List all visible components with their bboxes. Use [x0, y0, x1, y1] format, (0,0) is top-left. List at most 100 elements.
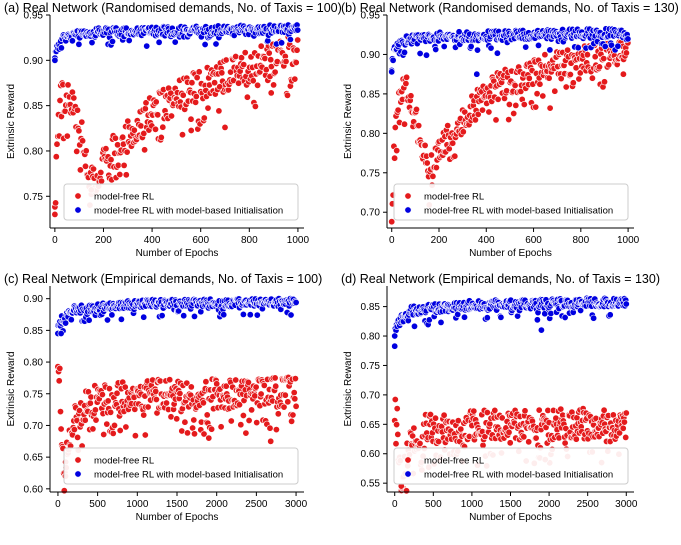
data-point: [205, 434, 213, 442]
data-point: [506, 439, 514, 447]
data-point: [426, 410, 434, 418]
data-point: [73, 147, 81, 155]
data-point: [180, 312, 188, 320]
data-point: [108, 311, 116, 319]
x-tick-label: 800: [241, 235, 258, 246]
data-point: [561, 313, 569, 321]
data-point: [152, 387, 160, 395]
data-point: [574, 44, 582, 52]
data-point: [431, 414, 439, 422]
data-point: [287, 311, 295, 319]
data-point: [575, 75, 583, 83]
y-tick-label: 0.95: [361, 11, 381, 22]
data-point: [181, 418, 189, 426]
legend-label: model-free RL: [94, 192, 154, 203]
data-point: [432, 164, 440, 172]
data-point: [53, 140, 61, 148]
panel-1: (a) Real Network (Randomised demands, No…: [4, 1, 342, 259]
data-point: [187, 127, 195, 135]
x-axis-label: Number of Epochs: [136, 512, 219, 523]
data-point: [265, 49, 273, 57]
x-tick-label: 1000: [126, 499, 149, 510]
data-point: [217, 423, 225, 431]
data-point: [260, 381, 268, 389]
data-point: [218, 69, 226, 77]
data-point: [409, 432, 417, 440]
data-point: [595, 63, 603, 71]
data-point: [283, 91, 291, 99]
data-point: [252, 383, 260, 391]
data-point: [82, 162, 90, 170]
data-point: [435, 438, 443, 446]
data-point: [534, 41, 542, 49]
data-point: [432, 45, 440, 53]
chart-title: (b) Real Network (Randomised demands, No…: [341, 1, 679, 15]
data-point: [293, 46, 301, 54]
data-point: [622, 300, 630, 308]
data-point: [440, 411, 448, 419]
data-point: [70, 426, 78, 434]
data-point: [292, 58, 300, 66]
data-point: [242, 429, 250, 437]
data-point: [451, 152, 459, 160]
data-point: [114, 161, 122, 169]
data-point: [561, 439, 569, 447]
x-tick-label: 1000: [461, 499, 484, 510]
data-point: [52, 199, 60, 207]
data-point: [120, 161, 128, 169]
y-tick-label: 0.85: [24, 326, 44, 337]
data-point: [257, 390, 265, 398]
x-tick-label: 1000: [617, 235, 640, 246]
data-point: [292, 298, 300, 306]
x-tick-label: 200: [95, 235, 112, 246]
data-point: [272, 382, 280, 390]
data-point: [232, 52, 240, 60]
data-point: [460, 313, 468, 321]
data-point: [81, 416, 89, 424]
data-point: [51, 210, 59, 218]
data-point: [416, 49, 424, 57]
y-tick-label: 0.55: [361, 479, 381, 490]
legend-marker: [74, 192, 82, 200]
data-point: [407, 92, 415, 100]
data-point: [522, 43, 530, 51]
y-tick-label: 0.70: [24, 421, 44, 432]
data-point: [191, 430, 199, 438]
data-point: [521, 407, 529, 415]
data-point: [403, 73, 411, 81]
data-point: [483, 408, 491, 416]
x-tick-label: 600: [192, 235, 209, 246]
data-point: [292, 402, 300, 410]
data-point: [536, 80, 544, 88]
data-point: [68, 88, 76, 96]
data-point: [291, 375, 299, 383]
y-tick-label: 0.65: [361, 420, 381, 431]
data-point: [615, 429, 623, 437]
data-point: [125, 36, 133, 44]
data-point: [402, 80, 410, 88]
data-point: [272, 426, 280, 434]
x-tick-label: 0: [389, 235, 395, 246]
panel-4: (d) Real Network (Empirical demands, No.…: [341, 272, 660, 523]
data-point: [267, 437, 275, 445]
data-point: [421, 141, 429, 149]
data-point: [159, 123, 167, 131]
data-point: [238, 54, 246, 62]
data-point: [140, 129, 148, 137]
y-tick-label: 0.80: [361, 129, 381, 140]
data-point: [124, 117, 132, 125]
x-tick-label: 3000: [615, 499, 638, 510]
x-axis-label: Number of Epochs: [469, 512, 552, 523]
data-point: [467, 42, 475, 50]
data-point: [121, 383, 129, 391]
legend-marker: [404, 192, 412, 200]
data-point: [240, 61, 248, 69]
panel-3: (c) Real Network (Empirical demands, No.…: [4, 272, 322, 523]
data-point: [78, 118, 86, 126]
x-tick-label: 0: [55, 499, 61, 510]
data-point: [100, 430, 108, 438]
data-point: [158, 312, 166, 320]
data-point: [193, 74, 201, 82]
data-point: [190, 416, 198, 424]
data-point: [291, 75, 299, 83]
